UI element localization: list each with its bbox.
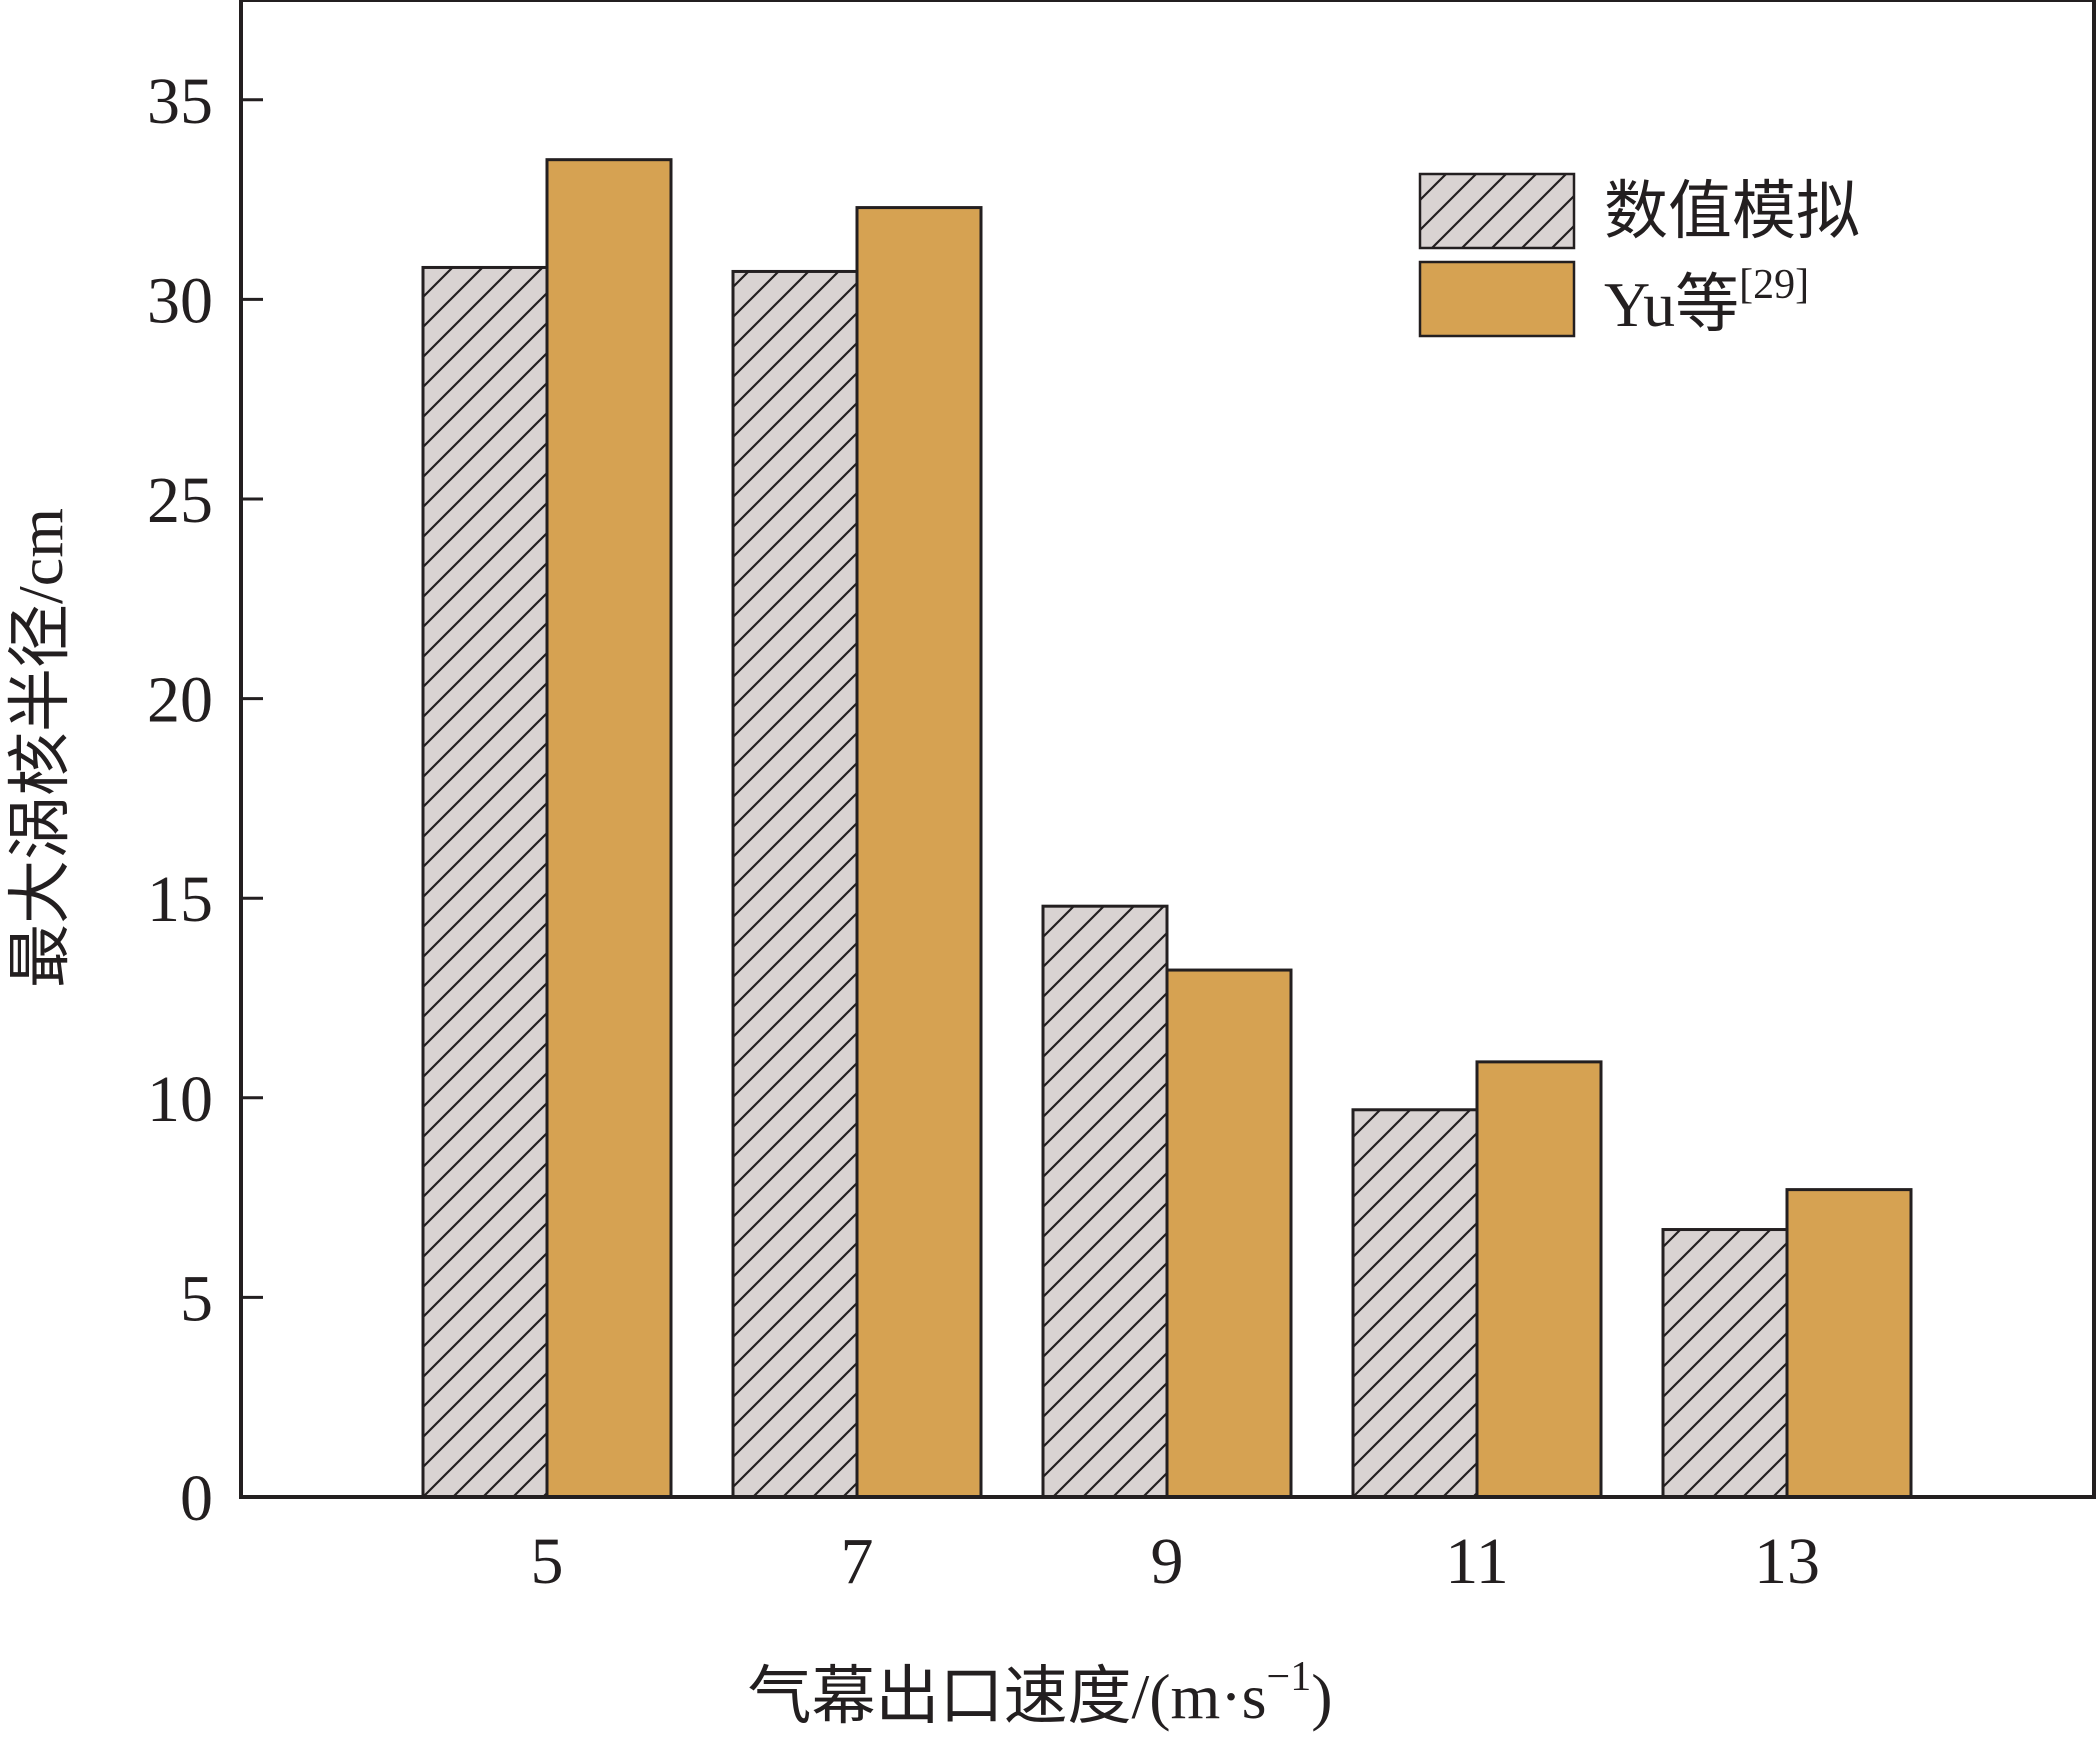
bar-yu-9 (1165, 968, 1293, 1499)
y-tick-label-20: 20 (147, 664, 213, 737)
bar-yu-11 (1475, 1060, 1603, 1499)
bar-simulation-11 (1351, 1108, 1479, 1499)
y-tick-label-25: 25 (147, 464, 213, 537)
legend-label-yu-sup: [29] (1739, 262, 1809, 308)
y-tick-label-5: 5 (180, 1262, 213, 1335)
x-tick-label-11: 11 (1445, 1525, 1509, 1598)
y-axis: 0 5 10 15 20 25 30 35 (147, 65, 263, 1535)
y-axis-title: 最大涡核半径/cm (5, 508, 76, 988)
y-tick-label-10: 10 (147, 1063, 213, 1136)
x-axis-title: 气幕出口速度/(m·s−1) (747, 1654, 1332, 1732)
x-tick-label-7: 7 (841, 1525, 874, 1598)
bar-simulation-9 (1041, 904, 1169, 1499)
x-axis: 5 7 9 11 13 (531, 1475, 1820, 1598)
bars-group (421, 158, 1913, 1499)
x-axis-title-sup: −1 (1267, 1654, 1312, 1700)
bar-yu-7 (855, 206, 983, 1499)
x-tick-label-13: 13 (1754, 1525, 1820, 1598)
y-tick-label-30: 30 (147, 264, 213, 337)
legend-label-yu-main: Yu等 (1604, 269, 1739, 340)
bar-simulation-5 (421, 265, 549, 1499)
x-axis-title-end: ) (1311, 1661, 1332, 1732)
x-axis-title-main: 气幕出口速度/(m·s (747, 1661, 1266, 1732)
bar-yu-5 (545, 158, 673, 1499)
legend-label-yu: Yu等[29] (1604, 262, 1809, 340)
y-tick-label-35: 35 (147, 65, 213, 138)
legend: 数值模拟 Yu等[29] (1418, 172, 1860, 340)
x-tick-label-9: 9 (1151, 1525, 1184, 1598)
bar-simulation-13 (1661, 1228, 1789, 1499)
legend-label-simulation: 数值模拟 (1604, 176, 1860, 247)
bar-simulation-7 (731, 269, 859, 1499)
legend-swatch-simulation (1418, 172, 1576, 250)
x-tick-label-5: 5 (531, 1525, 564, 1598)
y-tick-label-0: 0 (180, 1462, 213, 1535)
y-tick-label-15: 15 (147, 863, 213, 936)
legend-swatch-yu (1418, 260, 1576, 338)
bar-yu-13 (1785, 1188, 1913, 1499)
